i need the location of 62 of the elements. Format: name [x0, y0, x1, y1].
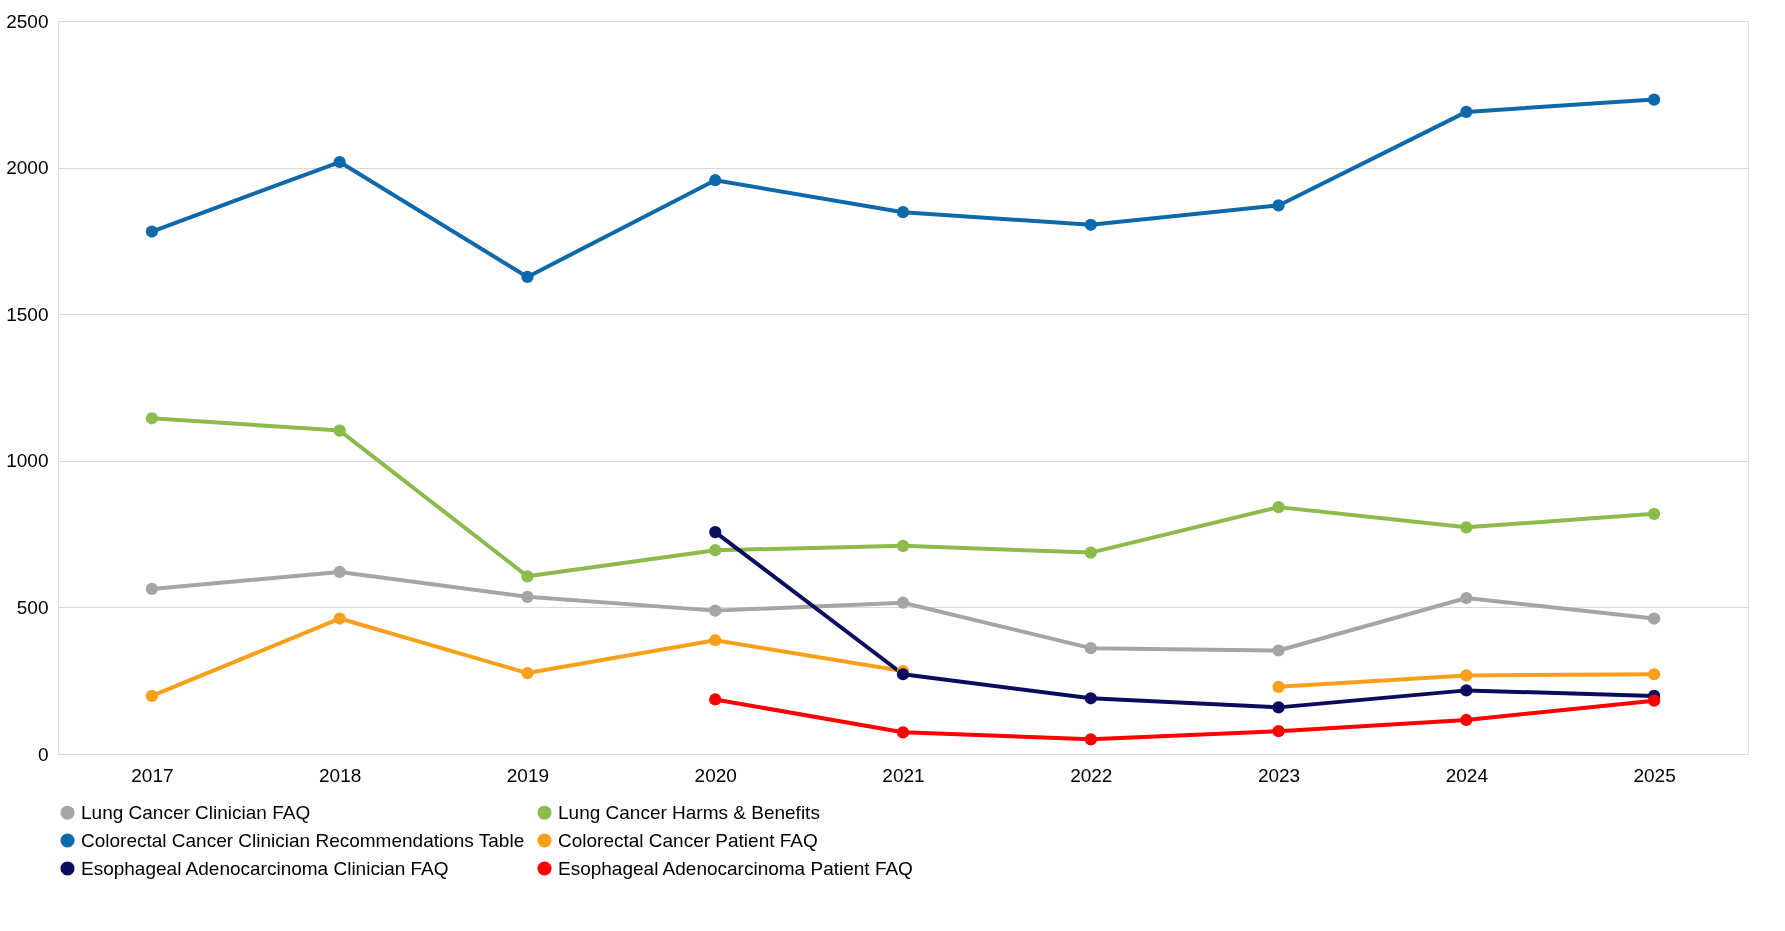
- point: [896, 206, 910, 219]
- y-tick-label: 2000: [6, 157, 49, 179]
- point: [709, 634, 722, 647]
- point: [896, 668, 910, 681]
- point: [1084, 642, 1097, 655]
- point: [145, 225, 159, 238]
- point: [1084, 692, 1097, 705]
- point: [1272, 501, 1285, 514]
- legend-label: Colorectal Cancer Clinician Recommendations Table: [81, 829, 525, 851]
- legend-label: Esophageal Adenocarcinoma Patient FAQ: [558, 857, 913, 879]
- point: [896, 539, 910, 552]
- y-tick-label: 1000: [6, 450, 49, 472]
- y-tick-label: 1500: [6, 303, 49, 325]
- x-tick-label: 2018: [319, 764, 362, 786]
- point: [333, 565, 346, 579]
- point: [896, 596, 910, 609]
- x-tick-label: 2019: [506, 764, 550, 786]
- point: [145, 582, 159, 596]
- x-tick-label: 2023: [1257, 764, 1301, 786]
- point: [145, 412, 159, 425]
- point: [145, 689, 159, 703]
- point: [1460, 713, 1473, 727]
- point: [709, 525, 722, 539]
- point: [709, 693, 722, 706]
- point: [1647, 507, 1661, 520]
- point: [521, 590, 534, 603]
- point: [333, 612, 346, 625]
- x-tick-label: 2024: [1445, 764, 1489, 786]
- point: [1647, 612, 1661, 625]
- point: [1460, 591, 1473, 605]
- point: [1084, 218, 1097, 231]
- legend-label: Lung Cancer Clinician FAQ: [81, 801, 311, 823]
- point: [1272, 199, 1285, 212]
- x-tick-label: 2022: [1070, 764, 1113, 786]
- point: [1272, 725, 1285, 738]
- x-tick-label: 2020: [694, 764, 737, 786]
- x-tick-label: 2025: [1633, 764, 1676, 786]
- point: [521, 270, 534, 284]
- point: [1460, 105, 1473, 118]
- x-tick-label: 2017: [131, 764, 174, 786]
- x-tick-label: 2021: [882, 764, 925, 786]
- point: [521, 666, 534, 680]
- point: [521, 570, 534, 583]
- point: [1647, 93, 1661, 106]
- y-tick-label: 0: [37, 743, 49, 765]
- point: [333, 424, 346, 437]
- point: [1460, 521, 1473, 534]
- y-tick-label: 500: [16, 596, 49, 618]
- point: [709, 544, 722, 557]
- point: [1084, 733, 1097, 746]
- point: [333, 155, 346, 169]
- point: [896, 726, 910, 739]
- point: [709, 174, 722, 187]
- point: [1647, 694, 1661, 707]
- point: [1272, 644, 1285, 657]
- legend-label: Colorectal Cancer Patient FAQ: [558, 829, 818, 851]
- point: [1084, 546, 1097, 559]
- legend-label: Esophageal Adenocarcinoma Clinician FAQ: [81, 857, 449, 879]
- y-tick-label: 2500: [6, 10, 49, 32]
- legend-label: Lung Cancer Harms & Benefits: [558, 801, 820, 823]
- point: [1272, 701, 1285, 714]
- point: [709, 604, 722, 617]
